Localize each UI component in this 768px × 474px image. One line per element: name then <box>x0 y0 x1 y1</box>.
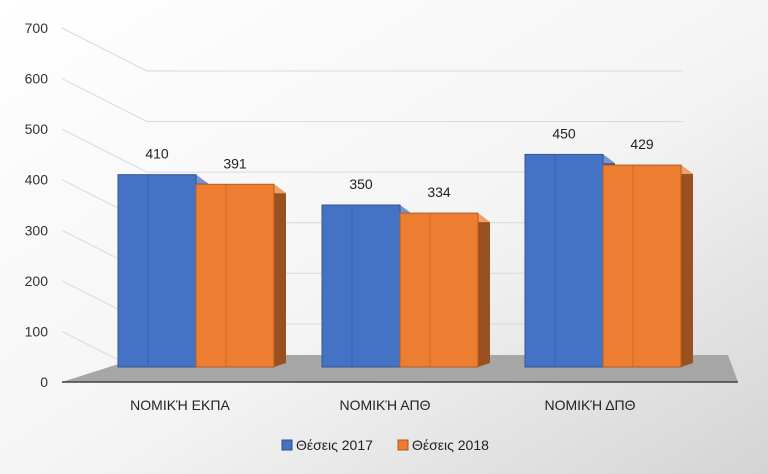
bar <box>117 174 208 368</box>
bar <box>602 164 693 368</box>
data-label: 391 <box>223 155 247 171</box>
x-category-label: ΝΟΜΙΚΉ ΑΠΘ <box>339 397 430 413</box>
y-tick-label: 400 <box>25 172 49 188</box>
bar-side-face <box>681 165 693 367</box>
data-label: 334 <box>427 184 451 200</box>
bars <box>117 153 693 368</box>
y-tick-label: 700 <box>25 20 49 36</box>
y-tick-label: 600 <box>25 71 49 87</box>
y-tick-label: 500 <box>25 121 49 137</box>
legend-swatch <box>281 439 293 451</box>
gridline <box>61 128 683 173</box>
y-tick-label: 200 <box>25 273 49 289</box>
legend-swatch <box>397 439 409 451</box>
y-tick-label: 300 <box>25 222 49 238</box>
legend-label: Θέσεις 2017 <box>296 437 373 453</box>
data-label: 429 <box>630 136 654 152</box>
data-label: 410 <box>145 146 169 162</box>
data-label: 350 <box>349 176 373 192</box>
bar-front-face <box>602 164 682 368</box>
bar-front-face <box>195 183 275 368</box>
y-tick-label: 100 <box>25 323 49 339</box>
bar <box>399 212 490 368</box>
legend: Θέσεις 2017 Θέσεις 2018 <box>281 437 489 453</box>
bar <box>524 153 615 368</box>
y-tick-label: 0 <box>40 374 48 390</box>
bar-side-face <box>274 184 286 367</box>
gridline <box>61 27 683 72</box>
legend-item: Θέσεις 2017 <box>281 437 373 453</box>
data-label: 450 <box>552 125 576 141</box>
data-labels: 410 350 450 391 334 429 <box>145 125 654 200</box>
bar-side-face <box>478 213 490 367</box>
x-category-label: ΝΟΜΙΚΉ ΔΠΘ <box>544 397 635 413</box>
x-axis-categories: ΝΟΜΙΚΉ ΕΚΠΑ ΝΟΜΙΚΉ ΑΠΘ ΝΟΜΙΚΉ ΔΠΘ <box>130 397 635 413</box>
legend-item: Θέσεις 2018 <box>397 437 489 453</box>
bar-front-face <box>117 174 197 368</box>
x-category-label: ΝΟΜΙΚΉ ΕΚΠΑ <box>130 397 230 413</box>
bar <box>321 204 412 368</box>
legend-label: Θέσεις 2018 <box>412 437 489 453</box>
bar-front-face <box>321 204 401 368</box>
bar-front-face <box>399 212 479 368</box>
y-axis-ticks: 0 100 200 300 400 500 600 700 <box>25 20 49 390</box>
gridline <box>61 78 683 123</box>
bar <box>195 183 286 368</box>
bar-front-face <box>524 153 604 368</box>
